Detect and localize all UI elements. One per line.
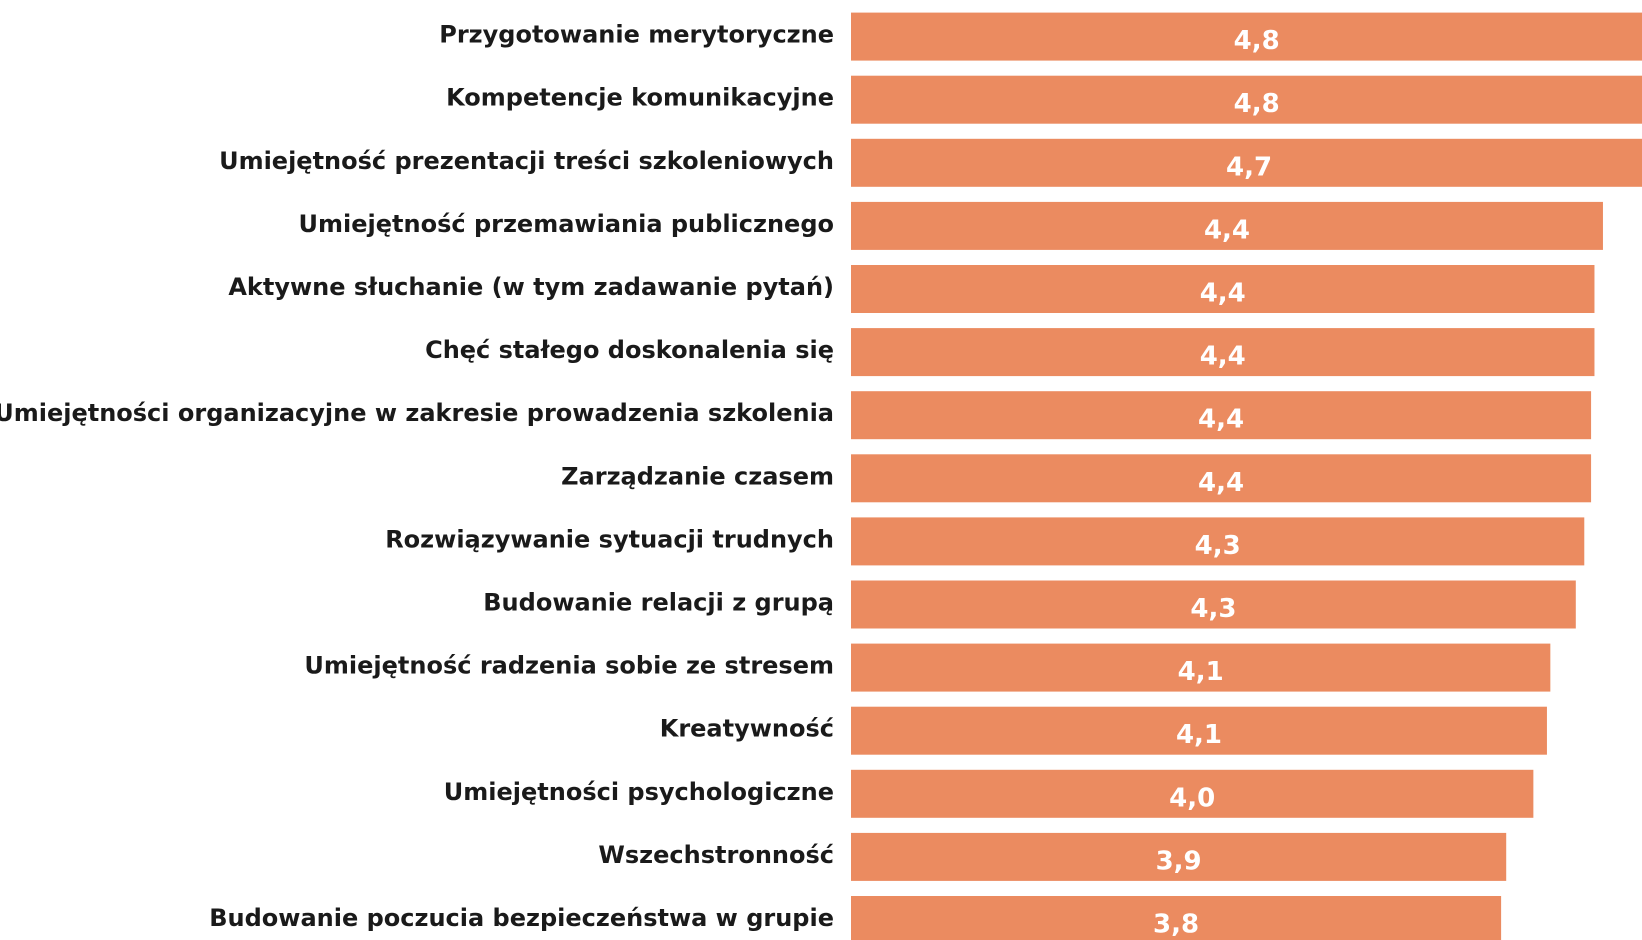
category-label: Budowanie poczucia bezpieczeństwa w grup… [209,904,834,932]
bar [851,454,1592,503]
category-label: Rozwiązywanie sytuacji trudnych [385,525,834,553]
category-label: Wszechstronność [598,841,834,869]
value-label: 4,3 [1195,531,1241,561]
bar [851,265,1595,313]
value-label: 4,4 [1198,468,1244,498]
bar [851,580,1576,629]
bar [851,832,1507,881]
value-label: 4,0 [1169,783,1215,813]
bar [851,517,1585,566]
category-label: Aktywne słuchanie (w tym zadawanie pytań… [228,273,834,301]
value-label: 3,8 [1153,910,1199,940]
category-label: Kreatywność [660,715,834,743]
value-label: 4,1 [1176,720,1222,750]
category-label: Umiejętność przemawiania publicznego [299,210,834,238]
category-label: Zarządzanie czasem [561,462,834,490]
category-label: Umiejętności organizacyjne w zakresie pr… [0,399,834,427]
category-label: Kompetencje komunikacyjne [446,84,834,112]
category-label: Umiejętność prezentacji treści szkolenio… [219,147,834,175]
value-label: 4,4 [1198,405,1244,435]
category-label: Umiejętności psychologiczne [444,778,834,806]
bar [851,643,1551,692]
value-label: 4,8 [1234,26,1280,56]
bar [851,201,1603,250]
category-label: Umiejętność radzenia sobie ze stresem [304,652,834,680]
bar [851,769,1534,818]
bar [851,138,1642,187]
bar [851,75,1642,124]
category-label: Budowanie relacji z grupą [483,589,834,617]
value-label: 4,3 [1190,594,1236,624]
value-label: 4,4 [1200,342,1246,372]
category-label: Przygotowanie merytoryczne [439,21,834,49]
bar [851,328,1595,377]
value-label: 4,1 [1178,657,1224,687]
bar [851,12,1642,61]
value-label: 4,4 [1204,215,1250,245]
category-label: Chęć stałego doskonalenia się [425,336,834,364]
value-label: 4,7 [1226,152,1272,182]
value-label: 4,8 [1234,89,1280,119]
value-label: 4,4 [1200,279,1246,309]
value-label: 3,9 [1156,846,1202,876]
bar [851,896,1502,940]
bar [851,391,1592,440]
bar [851,706,1547,755]
